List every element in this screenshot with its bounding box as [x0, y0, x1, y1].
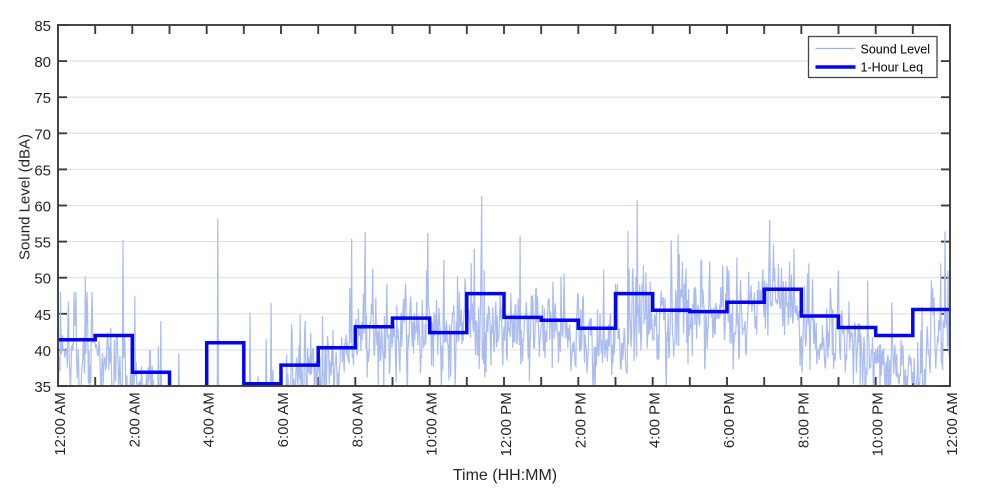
svg-text:8:00 PM: 8:00 PM [795, 392, 812, 448]
svg-text:6:00 AM: 6:00 AM [275, 392, 292, 447]
svg-text:12:00 PM: 12:00 PM [498, 392, 515, 456]
svg-text:12:00 AM: 12:00 AM [944, 392, 961, 455]
svg-text:1-Hour Leq: 1-Hour Leq [861, 61, 924, 75]
svg-text:55: 55 [34, 235, 51, 252]
svg-text:2:00 AM: 2:00 AM [126, 392, 143, 447]
svg-text:40: 40 [34, 343, 51, 360]
svg-text:10:00 PM: 10:00 PM [870, 392, 887, 456]
svg-text:50: 50 [34, 271, 51, 288]
svg-text:Sound Level: Sound Level [861, 42, 931, 56]
svg-text:8:00 AM: 8:00 AM [349, 392, 366, 447]
svg-text:Time (HH:MM): Time (HH:MM) [453, 467, 557, 484]
svg-text:60: 60 [34, 199, 51, 216]
svg-text:75: 75 [34, 90, 51, 107]
svg-text:Sound Level (dBA): Sound Level (dBA) [17, 134, 34, 260]
svg-text:6:00 PM: 6:00 PM [721, 392, 738, 448]
svg-text:2:00 PM: 2:00 PM [572, 392, 589, 448]
svg-text:4:00 AM: 4:00 AM [201, 392, 218, 447]
svg-text:12:00 AM: 12:00 AM [52, 392, 69, 455]
svg-text:35: 35 [34, 379, 51, 396]
svg-text:80: 80 [34, 54, 51, 71]
svg-text:10:00 AM: 10:00 AM [424, 392, 441, 455]
svg-text:85: 85 [34, 18, 51, 35]
svg-text:65: 65 [34, 162, 51, 179]
svg-text:4:00 PM: 4:00 PM [647, 392, 664, 448]
svg-text:70: 70 [34, 126, 51, 143]
svg-text:45: 45 [34, 307, 51, 324]
